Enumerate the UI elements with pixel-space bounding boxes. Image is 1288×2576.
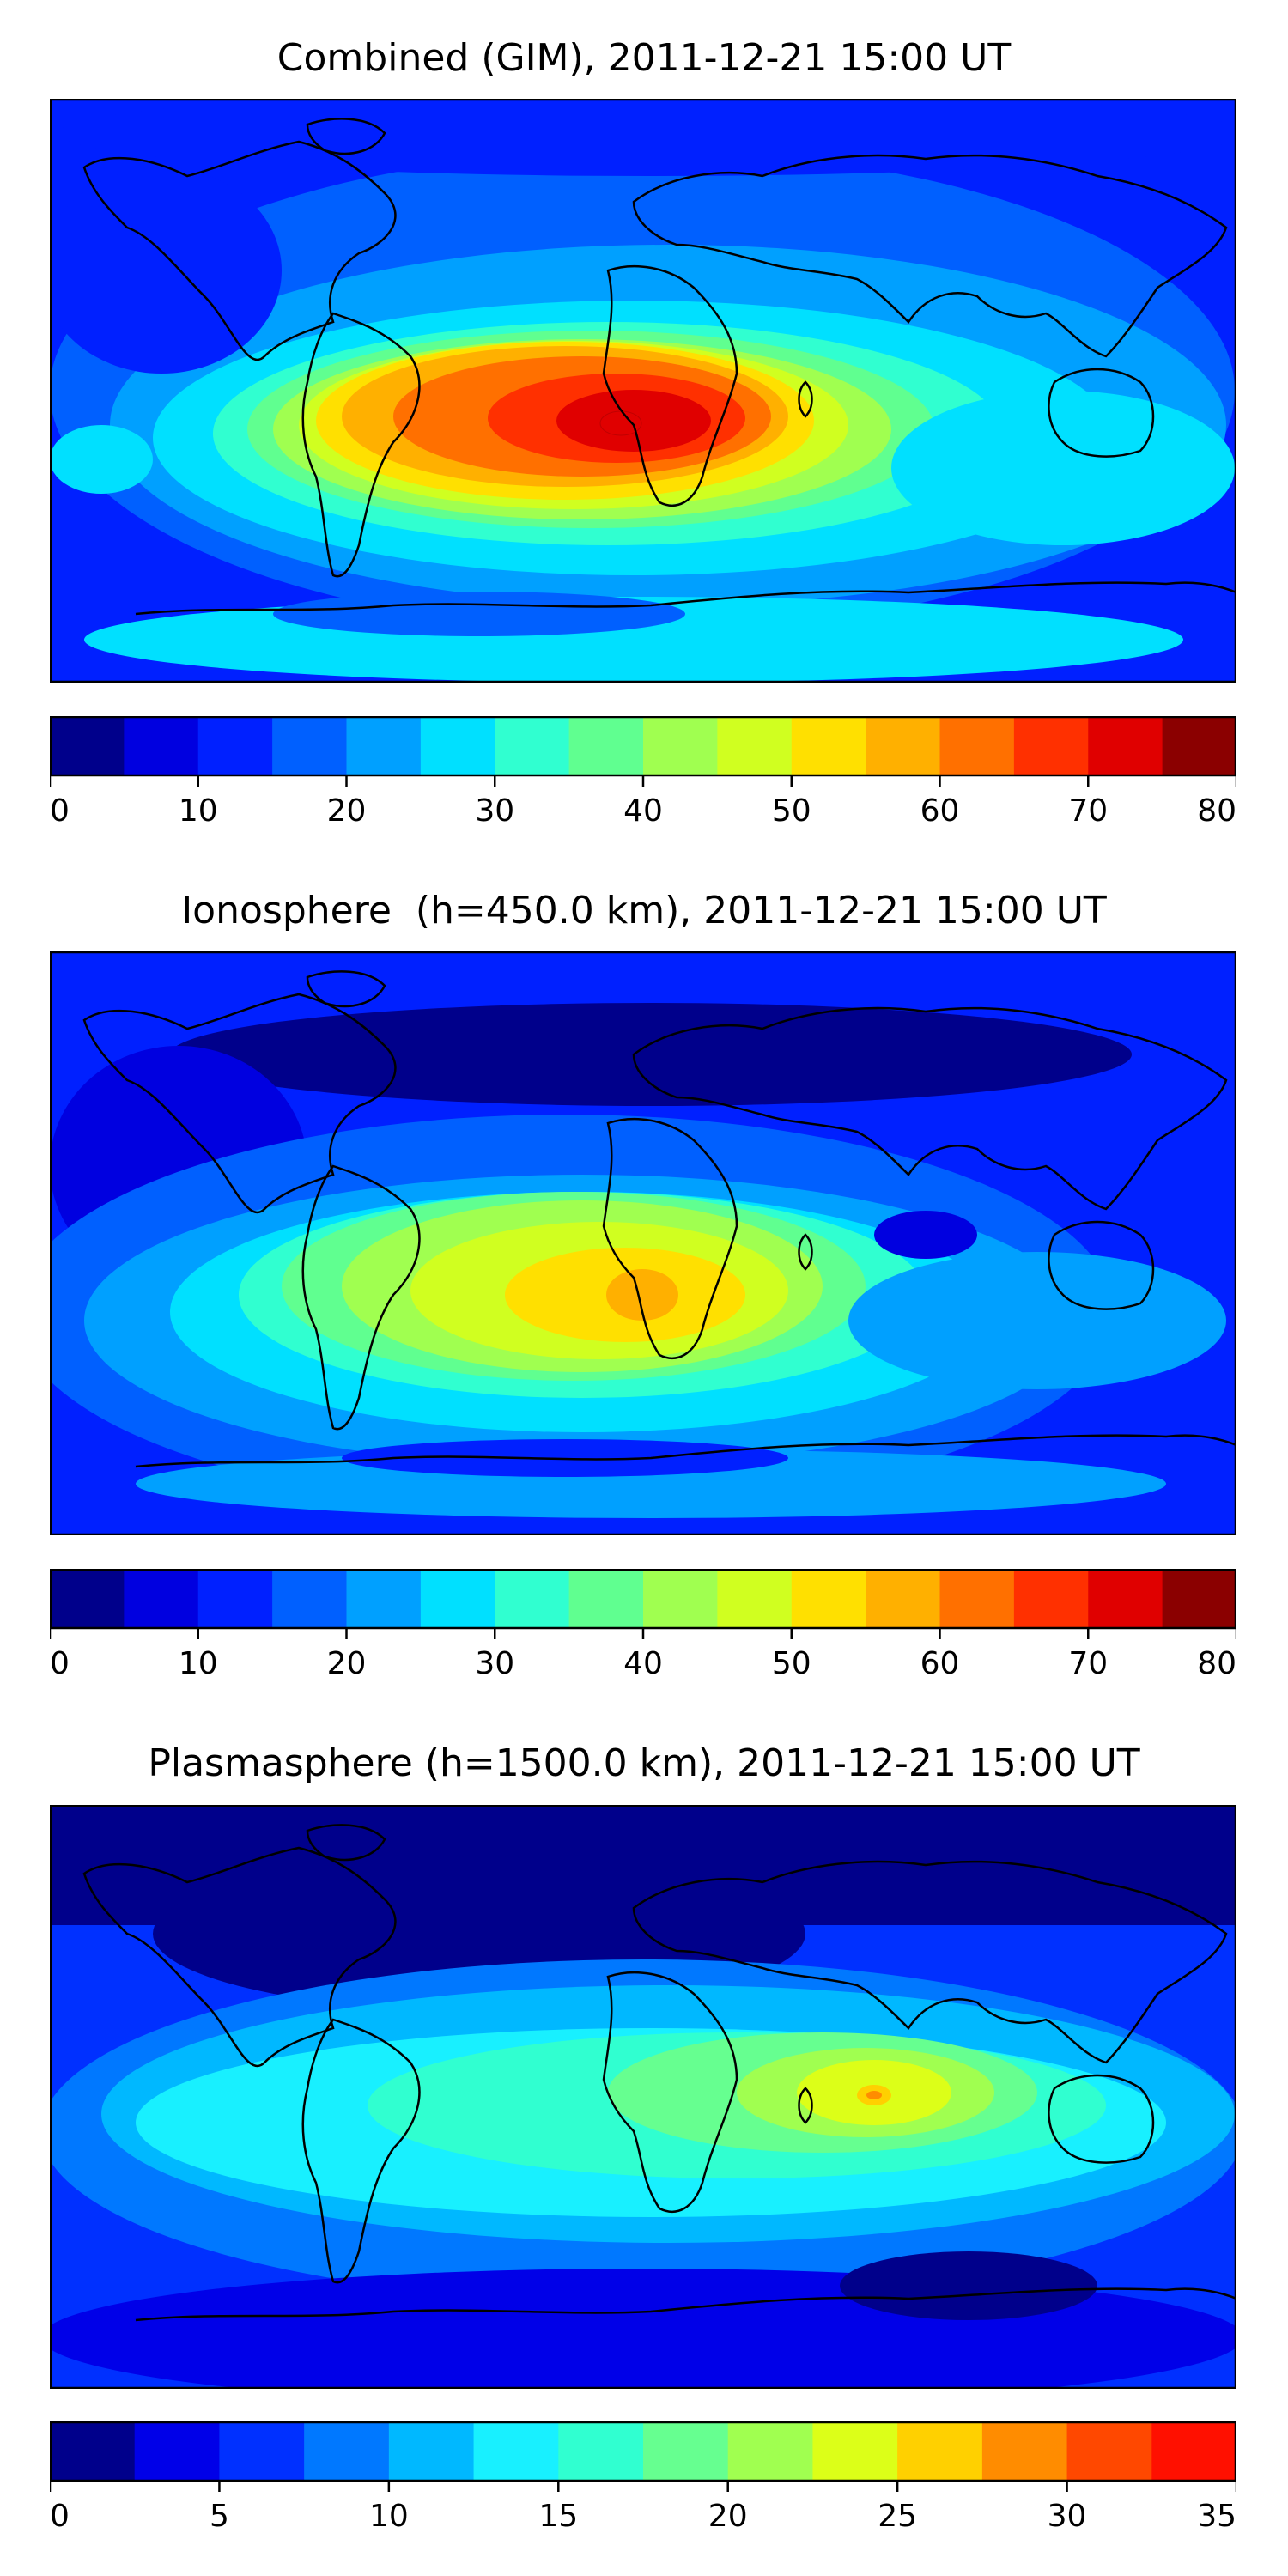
colorbar-block	[791, 716, 866, 776]
colorbar-block	[388, 2421, 475, 2482]
colorbar-block	[495, 716, 570, 776]
colorbar-block	[866, 1569, 940, 1629]
panel3-colorbar-blocks	[50, 2421, 1236, 2482]
colorbar-block	[304, 2421, 390, 2482]
panel3-colorbar: 0 5 10 15 20 25 30 35	[50, 2421, 1236, 2533]
colorbar-tick-label: 10	[179, 1646, 218, 1680]
colorbar-tick-label: 10	[179, 793, 218, 828]
colorbar-block	[1151, 2421, 1236, 2482]
panel2-map	[50, 951, 1236, 1535]
colorbar-tick-label: 20	[327, 793, 367, 828]
colorbar-block	[346, 1569, 422, 1629]
panel1-frame	[50, 99, 1236, 683]
colorbar-block	[568, 716, 644, 776]
colorbar-block	[791, 1569, 866, 1629]
colorbar-block	[420, 716, 495, 776]
colorbar-tick-label: 20	[327, 1646, 367, 1680]
colorbar-block	[1088, 716, 1163, 776]
colorbar-block	[272, 716, 347, 776]
panel1-coastlines	[82, 118, 1236, 616]
colorbar-block	[1088, 1569, 1163, 1629]
colorbar-tick-label: 40	[623, 793, 663, 828]
colorbar-tick-label: 80	[1197, 1646, 1236, 1680]
panel2-frame	[50, 951, 1236, 1535]
colorbar-block	[897, 2421, 983, 2482]
colorbar-tick-label: 70	[1068, 793, 1108, 828]
colorbar-block	[866, 716, 940, 776]
panel3-title: Plasmasphere (h=1500.0 km), 2011-12-21 1…	[148, 1741, 1140, 1785]
panel1-colorbar-blocks	[50, 716, 1236, 776]
panel3-coastlines	[82, 1824, 1236, 2322]
colorbar-block	[1162, 716, 1236, 776]
colorbar-block	[197, 716, 273, 776]
colorbar-tick-label: 30	[475, 793, 514, 828]
panel1-contours	[50, 99, 1236, 683]
panel1-colorbar-ticks: 0 10 20 30 40 50 60 70 80	[50, 776, 1236, 828]
colorbar-tick-label: 60	[920, 1646, 960, 1680]
colorbar-tick-label: 70	[1068, 1646, 1108, 1680]
colorbar-block	[558, 2421, 644, 2482]
colorbar-block	[1066, 2421, 1152, 2482]
panel2-contours	[50, 951, 1236, 1535]
colorbar-block	[643, 2421, 729, 2482]
colorbar-tick-label: 40	[623, 1646, 663, 1680]
colorbar-tick-label: 35	[1197, 2499, 1236, 2533]
colorbar-tick-label: 80	[1197, 793, 1236, 828]
panel3-contours	[50, 1805, 1236, 2389]
colorbar-block	[1013, 1569, 1089, 1629]
colorbar-tick-label: 30	[1048, 2499, 1087, 2533]
colorbar-block	[1162, 1569, 1236, 1629]
colorbar-block	[219, 2421, 305, 2482]
colorbar-block	[717, 1569, 793, 1629]
colorbar-block	[134, 2421, 220, 2482]
panel2-coastlines	[82, 970, 1236, 1468]
panel1-title: Combined (GIM), 2011-12-21 15:00 UT	[276, 36, 1012, 80]
colorbar-tick-label: 0	[50, 2499, 70, 2533]
colorbar-block	[50, 1569, 125, 1629]
colorbar-block	[272, 1569, 347, 1629]
colorbar-tick-label: 0	[50, 793, 70, 828]
colorbar-tick-label: 5	[210, 2499, 229, 2533]
colorbar-block	[939, 716, 1015, 776]
colorbar-block	[643, 1569, 718, 1629]
colorbar-block	[50, 2421, 136, 2482]
colorbar-block	[812, 2421, 898, 2482]
colorbar-block	[124, 716, 199, 776]
panel2-colorbar: 0 10 20 30 40 50 60 70 80	[50, 1569, 1236, 1680]
colorbar-block	[197, 1569, 273, 1629]
colorbar-block	[727, 2421, 813, 2482]
colorbar-block	[981, 2421, 1068, 2482]
colorbar-block	[717, 716, 793, 776]
colorbar-tick-label: 60	[920, 793, 960, 828]
colorbar-block	[939, 1569, 1015, 1629]
panel2-colorbar-ticks: 0 10 20 30 40 50 60 70 80	[50, 1629, 1236, 1680]
colorbar-block	[124, 1569, 199, 1629]
panel1-map	[50, 99, 1236, 683]
colorbar-tick-label: 50	[772, 793, 811, 828]
colorbar-tick-label: 20	[708, 2499, 748, 2533]
panel1-colorbar: 0 10 20 30 40 50 60 70 80	[50, 716, 1236, 828]
colorbar-block	[346, 716, 422, 776]
panel3-frame	[50, 1805, 1236, 2389]
colorbar-tick-label: 25	[878, 2499, 917, 2533]
panel2-colorbar-blocks	[50, 1569, 1236, 1629]
colorbar-block	[495, 1569, 570, 1629]
colorbar-tick-label: 15	[538, 2499, 578, 2533]
colorbar-block	[50, 716, 125, 776]
colorbar-tick-label: 50	[772, 1646, 811, 1680]
colorbar-block	[420, 1569, 495, 1629]
colorbar-block	[473, 2421, 559, 2482]
colorbar-tick-label: 10	[369, 2499, 409, 2533]
panel3-colorbar-ticks: 0 5 10 15 20 25 30 35	[50, 2482, 1236, 2533]
panel2-title: Ionosphere (h=450.0 km), 2011-12-21 15:0…	[181, 889, 1107, 933]
colorbar-block	[568, 1569, 644, 1629]
panel3-map	[50, 1805, 1236, 2389]
colorbar-tick-label: 0	[50, 1646, 70, 1680]
colorbar-block	[1013, 716, 1089, 776]
colorbar-tick-label: 30	[475, 1646, 514, 1680]
colorbar-block	[643, 716, 718, 776]
